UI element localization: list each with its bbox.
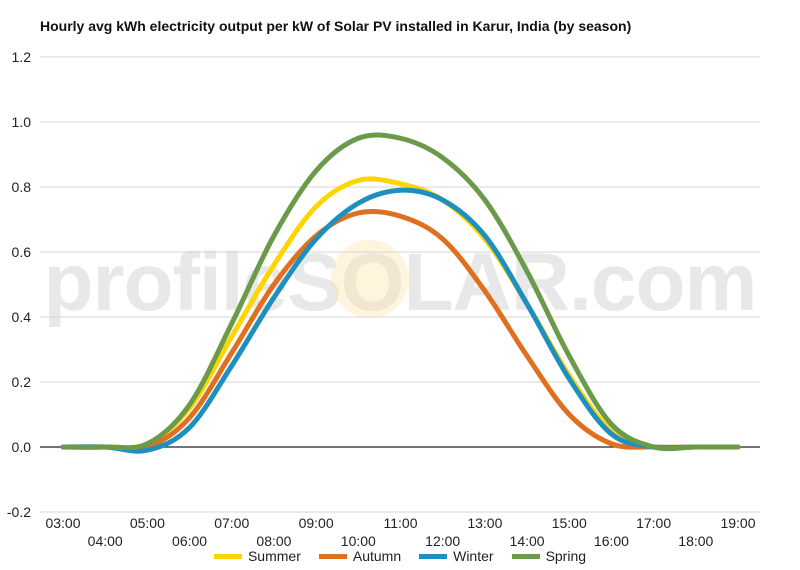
x-tick-label: 19:00 xyxy=(720,515,755,531)
y-tick-label: 1.0 xyxy=(12,114,32,130)
series-line-winter xyxy=(60,187,741,454)
legend-label: Spring xyxy=(545,548,587,564)
x-tick-label: 11:00 xyxy=(384,515,418,531)
legend-swatch xyxy=(318,553,347,559)
series-line-spring xyxy=(60,132,741,452)
legend: Summer Autumn Winter Spring xyxy=(0,548,800,564)
x-tick-label: 08:00 xyxy=(256,533,291,548)
x-tick-label: 06:00 xyxy=(172,533,207,548)
x-tick-label: 05:00 xyxy=(130,515,165,531)
x-tick-label: 09:00 xyxy=(299,515,334,531)
x-tick-label: 04:00 xyxy=(88,533,123,548)
y-tick-label: 1.2 xyxy=(12,49,32,65)
y-tick-label: -0.2 xyxy=(7,504,31,520)
x-tick-label: 18:00 xyxy=(678,533,713,548)
x-tick-label: 07:00 xyxy=(214,515,249,531)
watermark-sun-icon xyxy=(331,240,409,318)
series-line-autumn xyxy=(60,208,741,452)
x-tick-label: 12:00 xyxy=(425,533,460,548)
legend-label: Summer xyxy=(247,548,301,564)
y-tick-label: 0.8 xyxy=(12,179,32,195)
y-tick-label: 0.2 xyxy=(12,374,32,390)
x-tick-label: 10:00 xyxy=(341,533,376,548)
legend-item-winter: Winter xyxy=(419,548,494,564)
x-tick-label: 03:00 xyxy=(45,515,80,531)
y-tick-label: 0.0 xyxy=(12,439,32,455)
legend-swatch xyxy=(419,553,448,559)
y-tick-label: 0.6 xyxy=(12,244,32,260)
legend-label: Autumn xyxy=(352,548,402,564)
x-tick-label: 17:00 xyxy=(636,515,671,531)
grid-layer xyxy=(40,56,760,513)
axis-layer: -0.2 0.0 0.2 0.4 0.6 0.8 1.0 1.2 03:00 04:00 05:00… xyxy=(7,49,756,548)
x-tick-label: 15:00 xyxy=(552,515,587,531)
legend-swatch xyxy=(213,553,242,559)
x-tick-label: 13:00 xyxy=(467,515,502,531)
legend-swatch xyxy=(511,553,540,559)
chart-plot: -0.2 0.0 0.2 0.4 0.6 0.8 1.0 1.2 03:00 04:00 05:00… xyxy=(7,49,760,548)
y-tick-label: 0.4 xyxy=(12,309,32,325)
legend-label: Winter xyxy=(453,548,494,564)
legend-item-autumn: Autumn xyxy=(318,548,402,564)
x-tick-label: 16:00 xyxy=(594,533,629,548)
chart-title: Hourly avg kWh electricity output per kW… xyxy=(40,18,632,34)
series-line-summer xyxy=(60,176,741,451)
legend-item-spring: Spring xyxy=(511,548,587,564)
series-layer xyxy=(60,132,741,454)
legend-item-summer: Summer xyxy=(213,548,301,564)
x-tick-label: 14:00 xyxy=(510,533,545,548)
